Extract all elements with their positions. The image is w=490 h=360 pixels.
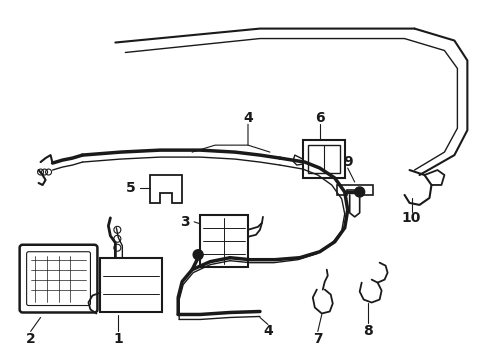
Text: 5: 5 <box>125 181 135 195</box>
Text: 6: 6 <box>315 111 324 125</box>
Text: 4: 4 <box>243 111 253 125</box>
Text: 3: 3 <box>180 215 190 229</box>
Text: 10: 10 <box>402 211 421 225</box>
Text: 8: 8 <box>363 324 372 338</box>
Circle shape <box>355 187 365 197</box>
Circle shape <box>193 250 203 260</box>
Text: 1: 1 <box>114 332 123 346</box>
Text: 4: 4 <box>263 324 273 338</box>
Text: 2: 2 <box>26 332 35 346</box>
Text: 7: 7 <box>313 332 322 346</box>
Text: 9: 9 <box>343 155 352 169</box>
